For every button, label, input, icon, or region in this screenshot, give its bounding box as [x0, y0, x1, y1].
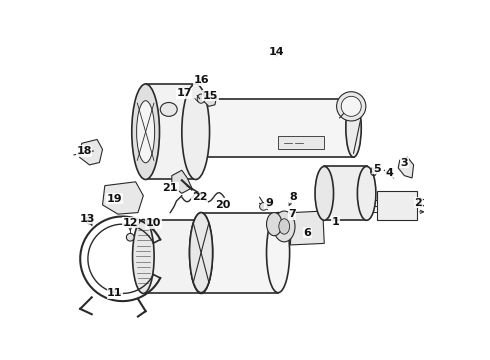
Ellipse shape — [315, 166, 334, 220]
Ellipse shape — [273, 211, 295, 242]
Polygon shape — [172, 170, 192, 193]
Polygon shape — [324, 166, 367, 220]
Ellipse shape — [190, 220, 212, 293]
Text: 1: 1 — [332, 217, 340, 227]
Ellipse shape — [337, 92, 366, 121]
Text: 2: 2 — [415, 198, 422, 208]
Polygon shape — [79, 139, 102, 165]
Ellipse shape — [190, 213, 213, 293]
Text: 15: 15 — [203, 91, 218, 100]
Ellipse shape — [341, 96, 361, 116]
Text: 12: 12 — [122, 217, 138, 228]
Text: 20: 20 — [215, 200, 230, 210]
Text: 6: 6 — [303, 228, 311, 238]
Text: 22: 22 — [192, 192, 207, 202]
Text: 18: 18 — [76, 146, 92, 156]
Ellipse shape — [357, 166, 376, 220]
Text: 13: 13 — [79, 214, 95, 224]
Text: 3: 3 — [400, 158, 408, 167]
Text: 21: 21 — [163, 183, 178, 193]
Ellipse shape — [182, 84, 210, 180]
Polygon shape — [143, 220, 201, 293]
Ellipse shape — [279, 219, 290, 234]
Text: 7: 7 — [288, 209, 296, 219]
Ellipse shape — [160, 103, 177, 116]
Polygon shape — [291, 211, 324, 245]
Polygon shape — [201, 213, 278, 293]
Ellipse shape — [86, 217, 93, 224]
Polygon shape — [192, 99, 354, 157]
Text: 10: 10 — [146, 219, 161, 228]
Ellipse shape — [132, 84, 160, 180]
Ellipse shape — [197, 94, 205, 103]
Text: 17: 17 — [176, 88, 192, 98]
Polygon shape — [377, 191, 416, 220]
Ellipse shape — [267, 213, 282, 236]
Text: 5: 5 — [373, 164, 380, 174]
Ellipse shape — [260, 203, 268, 210]
Text: 19: 19 — [107, 194, 122, 204]
Ellipse shape — [137, 101, 155, 163]
Ellipse shape — [346, 99, 361, 157]
Ellipse shape — [132, 220, 154, 293]
Text: 8: 8 — [290, 192, 297, 202]
Text: 11: 11 — [107, 288, 122, 298]
Polygon shape — [398, 157, 414, 178]
Polygon shape — [204, 93, 217, 106]
Ellipse shape — [190, 213, 213, 293]
Text: 14: 14 — [269, 48, 284, 58]
Polygon shape — [278, 136, 324, 149]
Polygon shape — [146, 84, 196, 180]
Polygon shape — [102, 182, 143, 214]
Text: 16: 16 — [193, 75, 209, 85]
Text: 9: 9 — [265, 198, 273, 208]
Ellipse shape — [267, 213, 290, 293]
Text: 4: 4 — [386, 167, 393, 177]
Ellipse shape — [126, 233, 134, 241]
